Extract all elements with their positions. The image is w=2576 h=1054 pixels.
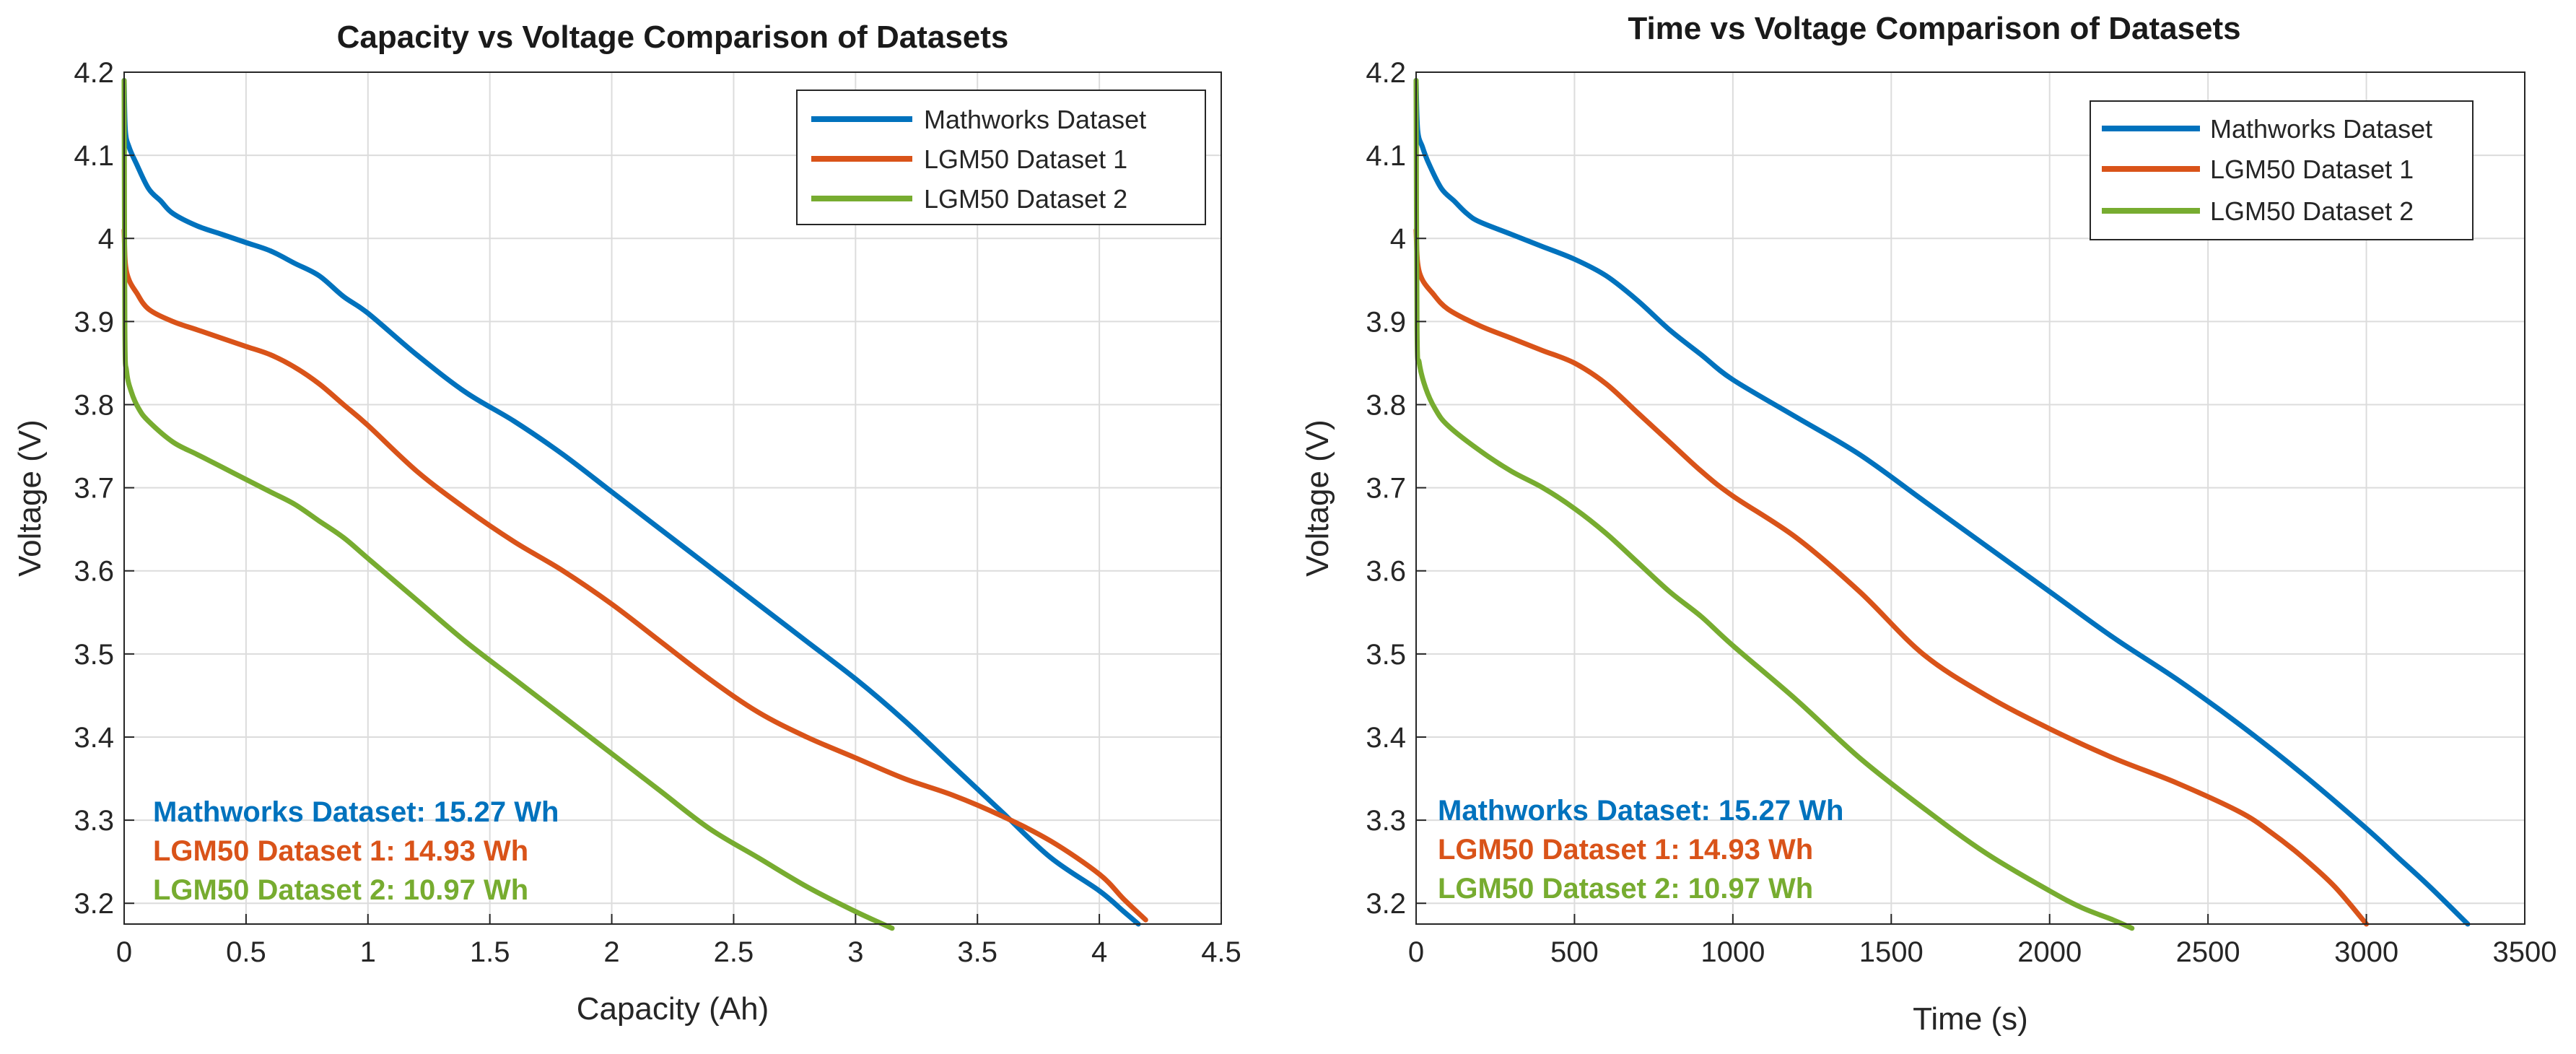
annotation-lgm50-2-energy: LGM50 Dataset 2: 10.97 Wh <box>153 874 528 906</box>
annotation-lgm50-1-energy: LGM50 Dataset 1: 14.93 Wh <box>153 835 528 867</box>
y-tick-label: 3.9 <box>1366 306 1406 338</box>
y-tick-label: 3.5 <box>1366 639 1406 671</box>
x-tick-label: 0.5 <box>226 936 266 968</box>
x-axis-label: Capacity (Ah) <box>577 991 769 1027</box>
y-tick-label: 3.9 <box>74 306 114 338</box>
y-tick-label: 3.4 <box>74 722 114 754</box>
chart-title: Capacity vs Voltage Comparison of Datase… <box>337 19 1009 55</box>
series-group <box>1413 78 2471 931</box>
legend-label-lgm50-2: LGM50 Dataset 2 <box>2210 196 2414 226</box>
x-tick-label: 3500 <box>2493 936 2557 968</box>
series-line-lgm50-dataset-1 <box>1413 227 2370 927</box>
series-line-lgm50-dataset-2 <box>1413 78 2135 931</box>
y-tick-label: 3.8 <box>1366 389 1406 421</box>
y-tick-label: 3.8 <box>74 389 114 421</box>
x-tick-label: 3.5 <box>957 936 997 968</box>
legend-label-lgm50-1: LGM50 Dataset 1 <box>924 144 1127 174</box>
x-tick-label: 1500 <box>1859 936 1924 968</box>
y-tick-label: 3.7 <box>74 473 114 505</box>
series-group <box>121 78 1148 931</box>
plot-frame <box>123 71 1222 925</box>
y-tick-label: 4 <box>98 223 114 255</box>
x-tick-label: 1 <box>360 936 376 968</box>
y-tick-label: 3.6 <box>74 556 114 588</box>
legend-label-mathworks: Mathworks Dataset <box>2210 114 2432 144</box>
x-tick-label: 4 <box>1091 936 1107 968</box>
y-tick-label: 3.2 <box>1366 888 1406 920</box>
legend-label-lgm50-2: LGM50 Dataset 2 <box>924 184 1127 214</box>
y-tick-label: 4.2 <box>1366 57 1406 89</box>
x-tick-label: 1000 <box>1700 936 1765 968</box>
series-line-mathworks-dataset <box>1413 78 2471 927</box>
x-tick-label: 2.5 <box>714 936 754 968</box>
energy-annotations: Mathworks Dataset: 15.27 Wh LGM50 Datase… <box>153 796 559 906</box>
x-tick-label: 4.5 <box>1201 936 1241 968</box>
series-line-lgm50-dataset-1 <box>121 227 1148 923</box>
x-axis-label: Time (s) <box>1913 1001 2028 1037</box>
y-axis-label: Voltage (V) <box>1300 419 1335 577</box>
y-tick-label: 3.5 <box>74 639 114 671</box>
annotation-mathworks-energy: Mathworks Dataset: 15.27 Wh <box>1438 795 1843 827</box>
y-tick-label: 3.6 <box>1366 556 1406 588</box>
y-tick-label: 3.7 <box>1366 473 1406 505</box>
time-voltage-chart: Time vs Voltage Comparison of Datasets 0… <box>1300 11 2557 1037</box>
legend-label-mathworks: Mathworks Dataset <box>924 105 1146 134</box>
grid-lines <box>1415 71 2525 924</box>
series-line-mathworks-dataset <box>121 78 1141 927</box>
y-tick-label: 4.1 <box>74 140 114 172</box>
tick-labels: 0 0.5 1 1.5 2 2.5 3 3.5 4 4.5 3.2 3.3 3.4 3.5 3.6 3.7 3.… <box>74 57 1241 968</box>
chart-title: Time vs Voltage Comparison of Datasets <box>1628 11 2240 46</box>
legend: Mathworks Dataset LGM50 Dataset 1 LGM50 … <box>796 90 1206 225</box>
y-tick-label: 3.3 <box>74 805 114 837</box>
y-tick-label: 3.4 <box>1366 722 1406 754</box>
y-tick-label: 3.2 <box>74 888 114 920</box>
x-tick-label: 0 <box>1408 936 1424 968</box>
x-tick-label: 0 <box>116 936 132 968</box>
tick-labels: 0 500 1000 1500 2000 2500 3000 3500 3.2 3.3 3.4 3.5… <box>1366 57 2557 968</box>
y-tick-label: 4.2 <box>74 57 114 89</box>
x-tick-label: 3000 <box>2334 936 2398 968</box>
x-tick-label: 500 <box>1550 936 1599 968</box>
x-tick-label: 1.5 <box>470 936 510 968</box>
legend-label-lgm50-1: LGM50 Dataset 1 <box>2210 154 2414 184</box>
plot-frame <box>1415 71 2525 925</box>
y-tick-label: 3.3 <box>1366 805 1406 837</box>
legend: Mathworks Dataset LGM50 Dataset 1 LGM50 … <box>2090 100 2474 240</box>
x-tick-label: 2 <box>603 936 619 968</box>
y-tick-label: 4 <box>1390 223 1406 255</box>
annotation-lgm50-2-energy: LGM50 Dataset 2: 10.97 Wh <box>1438 873 1813 905</box>
x-tick-label: 3 <box>847 936 863 968</box>
y-tick-label: 4.1 <box>1366 140 1406 172</box>
x-tick-label: 2000 <box>2017 936 2082 968</box>
annotation-lgm50-1-energy: LGM50 Dataset 1: 14.93 Wh <box>1438 834 1813 866</box>
annotation-mathworks-energy: Mathworks Dataset: 15.27 Wh <box>153 796 559 828</box>
grid-lines <box>123 71 1222 924</box>
energy-annotations: Mathworks Dataset: 15.27 Wh LGM50 Datase… <box>1438 795 1843 905</box>
x-tick-label: 2500 <box>2176 936 2240 968</box>
series-line-lgm50-dataset-2 <box>121 78 895 931</box>
capacity-voltage-chart: Capacity vs Voltage Comparison of Datase… <box>12 19 1241 1027</box>
y-axis-label: Voltage (V) <box>12 419 48 577</box>
